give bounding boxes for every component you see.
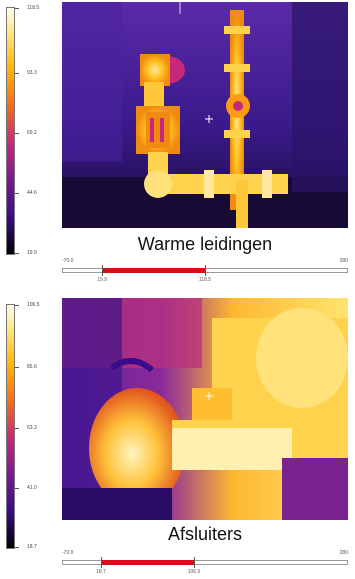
range-handle-low[interactable]: [102, 265, 103, 276]
scale-label-max: 118.5: [27, 5, 40, 11]
scale-label: 85.6: [27, 364, 37, 370]
range-selection[interactable]: [102, 268, 205, 273]
color-scale-bar: [6, 7, 15, 255]
temperature-range-bar: -70.0 280 19.9 118.5: [62, 254, 348, 284]
color-scale-ticks: 118.5 93.3 69.2 44.6 19.9: [15, 5, 59, 256]
image-caption: Afsluiters: [167, 524, 243, 544]
range-max-label: 280: [339, 550, 348, 556]
range-low-label: 18.7: [96, 569, 106, 575]
scale-label-min: 19.9: [27, 250, 37, 256]
scale-label-max: 106.5: [27, 302, 40, 308]
range-handle-high[interactable]: [205, 265, 206, 276]
range-high-label: 118.5: [198, 277, 212, 283]
scale-label: 69.2: [27, 130, 37, 136]
temperature-range-bar: -70.0 280 18.7 106.5: [62, 546, 348, 576]
thermal-panel-warm-pipes: 118.5 93.3 69.2 44.6 19.9: [6, 2, 348, 284]
thermal-image-pipes: [62, 2, 348, 228]
range-min-label: -70.0: [62, 258, 74, 264]
scale-label: 41.0: [27, 485, 37, 491]
color-scale-ticks: 106.5 85.6 63.3 41.0 18.7: [15, 302, 59, 550]
thermal-image-valves: [62, 298, 348, 520]
range-max-label: 280: [339, 258, 348, 264]
range-handle-low[interactable]: [101, 557, 102, 568]
range-min-label: -70.0: [62, 550, 74, 556]
range-rail: [62, 560, 348, 565]
scale-label-min: 18.7: [27, 544, 37, 550]
range-high-label: 106.5: [187, 569, 201, 575]
scale-label: 63.3: [27, 425, 37, 431]
range-low-label: 19.9: [97, 277, 107, 283]
color-scale-bar: [6, 304, 15, 549]
range-handle-high[interactable]: [194, 557, 195, 568]
scale-label: 93.3: [27, 70, 37, 76]
image-caption: Warme leidingen: [137, 234, 273, 254]
range-selection[interactable]: [101, 560, 194, 565]
scale-label: 44.6: [27, 190, 37, 196]
thermal-panel-valves: 106.5 85.6 63.3 41.0 18.7: [0, 290, 355, 579]
